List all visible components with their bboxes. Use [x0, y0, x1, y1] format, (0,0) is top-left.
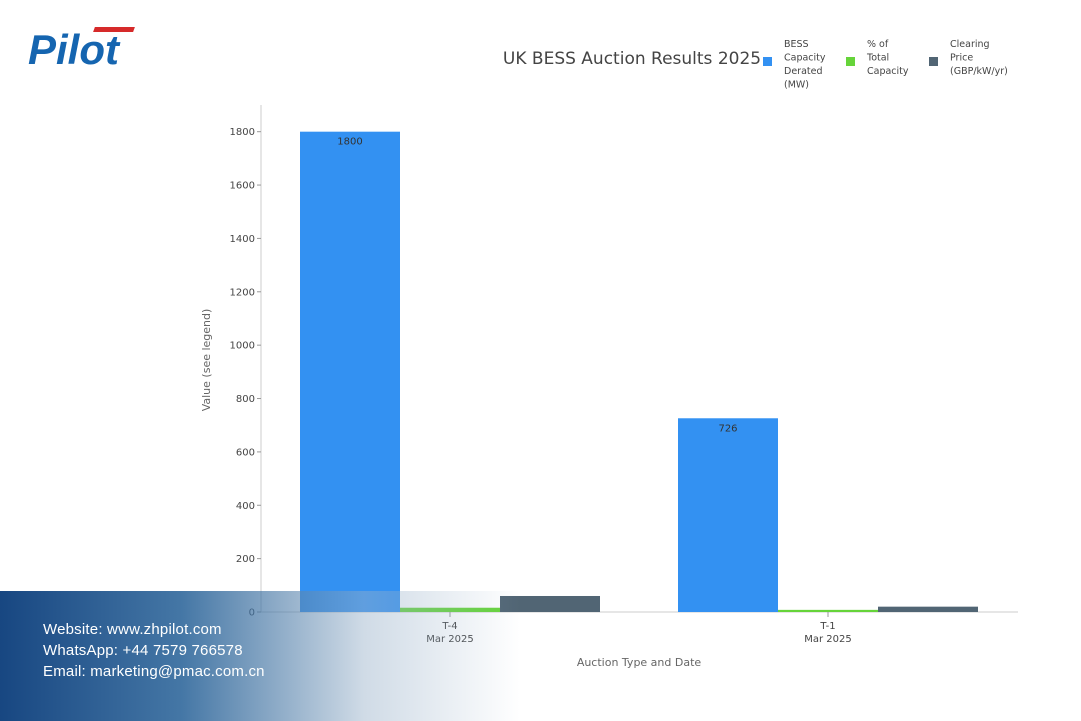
contact-website: Website: www.zhpilot.com [43, 621, 222, 638]
y-tick-label: 1400 [230, 234, 255, 245]
chart-title: UK BESS Auction Results 2025 [503, 49, 761, 69]
y-tick-label: 1000 [230, 341, 255, 352]
contact-whatsapp: WhatsApp: +44 7579 766578 [43, 642, 243, 659]
x-axis-label: Auction Type and Date [577, 656, 702, 669]
bar-series-1-cat-1 [778, 609, 878, 612]
legend-label: Clearing [950, 39, 990, 50]
legend-swatch [929, 57, 938, 66]
bar-data-label: 726 [718, 423, 737, 434]
x-tick-label: T-1 [819, 621, 835, 632]
y-tick-label: 1800 [230, 127, 255, 138]
bars: 1800 60 726 [300, 131, 978, 612]
legend-label: (MW) [784, 80, 809, 91]
pilot-logo: Pilot [26, 24, 138, 73]
chart-legend: BESS Capacity Derated (MW) % of Total Capacity… [763, 39, 1008, 91]
contact-email: Email: marketing@pmac.com.cn [43, 663, 265, 680]
y-axis-label: Value (see legend) [200, 309, 213, 412]
legend-label: Total [866, 53, 889, 64]
y-tick-label: 400 [236, 501, 255, 512]
y-tick-label: 800 [236, 394, 255, 405]
y-tick-label: 1600 [230, 181, 255, 192]
y-tick-label: 600 [236, 447, 255, 458]
bar-series-0-cat-0 [300, 131, 400, 612]
legend-swatch [763, 57, 772, 66]
bar-series-0-cat-1 [678, 418, 778, 612]
legend-label: Price [950, 53, 973, 64]
legend-swatch [846, 57, 855, 66]
bar-series-2-cat-1 [878, 606, 978, 612]
x-tick-label-date: Mar 2025 [804, 634, 852, 645]
contact-banner: Website: www.zhpilot.com WhatsApp: +44 7… [0, 591, 520, 721]
y-tick-label: 200 [236, 554, 255, 565]
bar-data-label: 1800 [337, 137, 362, 148]
y-tick-label: 1200 [230, 287, 255, 298]
legend-label: Capacity [784, 53, 826, 64]
legend-label: (GBP/kW/yr) [950, 66, 1008, 77]
legend-label: Capacity [867, 66, 909, 77]
svg-text:Pilot: Pilot [28, 26, 121, 70]
legend-label: BESS [784, 39, 809, 50]
y-axis: 020040060080010001200140016001800 [230, 105, 262, 619]
legend-label: Derated [784, 66, 823, 77]
bar-series-2-cat-0 [500, 595, 600, 612]
bar-data-label: 60 [544, 584, 557, 595]
legend-label: % of [867, 39, 889, 50]
